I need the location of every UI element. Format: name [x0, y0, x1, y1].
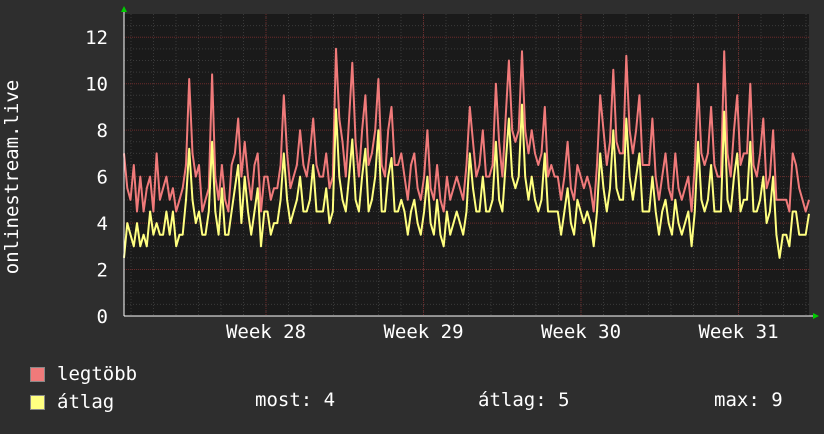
stat-now: most: 4	[255, 389, 336, 411]
plot-area	[123, 14, 810, 316]
x-tick-label: Week 31	[698, 321, 778, 343]
stat-avg: átlag: 5	[478, 389, 570, 411]
x-tick-label: Week 30	[541, 321, 621, 343]
y-tick-label: 10	[85, 74, 108, 96]
y-tick-label: 4	[97, 213, 108, 235]
series-line-max	[123, 47, 810, 213]
y-axis-arrow-icon	[121, 6, 127, 12]
legend-label-max: legtöbb	[57, 363, 138, 385]
y-axis-label: onlinestream.live	[1, 80, 23, 274]
stat-max: max: 9	[714, 389, 783, 411]
legend-item-avg: átlag	[30, 389, 114, 415]
legend-label-avg: átlag	[57, 391, 115, 413]
legend-item-max: legtöbb	[30, 361, 137, 387]
y-tick-label: 12	[85, 27, 108, 49]
series-line-avg	[123, 103, 810, 259]
legend-swatch-avg	[30, 394, 45, 410]
y-tick-label: 6	[97, 167, 108, 189]
y-tick-label: 8	[97, 120, 108, 142]
x-tick-label: Week 29	[383, 321, 463, 343]
y-tick-label: 2	[97, 260, 108, 282]
x-axis-arrow-icon	[813, 313, 819, 319]
y-tick-label: 0	[97, 306, 108, 328]
x-tick-label: Week 28	[226, 321, 306, 343]
legend-swatch-max	[30, 366, 45, 382]
